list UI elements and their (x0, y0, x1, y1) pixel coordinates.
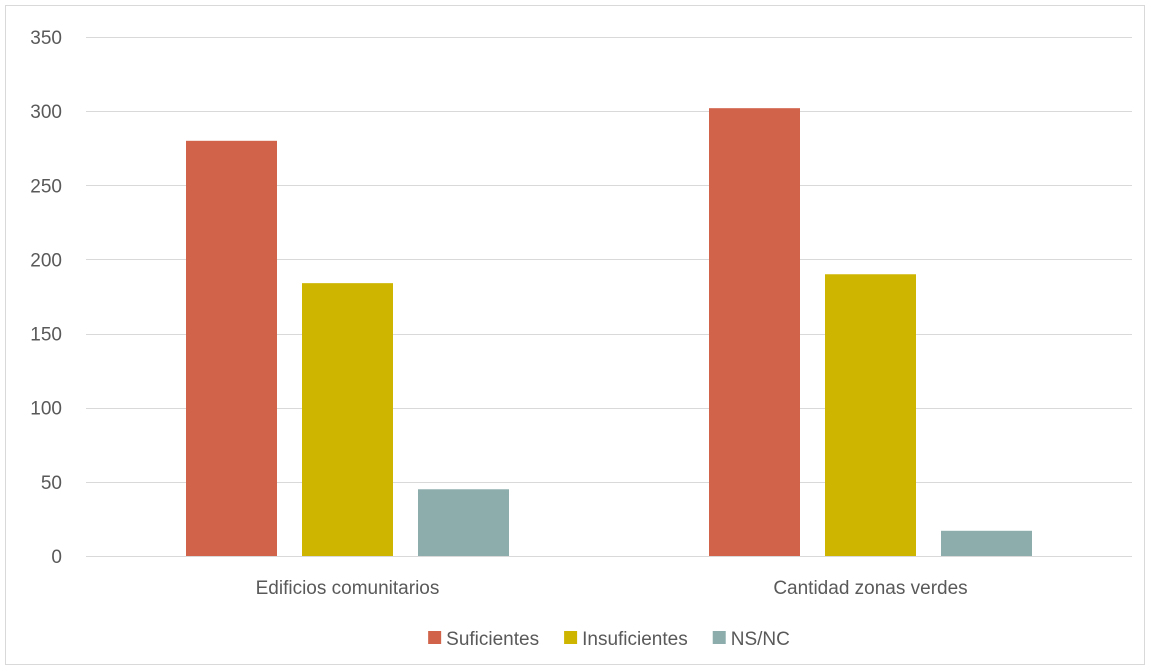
legend-swatch-suficientes (428, 631, 442, 644)
y-tick-label: 250 (30, 176, 62, 197)
category-label: Cantidad zonas verdes (773, 578, 967, 599)
legend-swatch-insuficientes (564, 631, 578, 644)
legend-label: Insuficientes (582, 629, 688, 650)
category-label: Edificios comunitarios (256, 578, 440, 599)
bar-ns-nc-2 (941, 530, 1032, 556)
legend-label: Suficientes (446, 629, 539, 650)
bars (186, 108, 1032, 557)
bar-ns-nc-1 (418, 489, 509, 556)
y-axis-tick-labels: 0 50 100 150 200 250 300 350 (30, 28, 62, 568)
y-tick-label: 150 (30, 325, 62, 346)
bar-insuficientes-1 (302, 283, 393, 556)
y-tick-label: 0 (51, 547, 62, 568)
x-axis-category-labels: Edificios comunitarios Cantidad zonas ver… (256, 578, 968, 599)
legend: Suficientes Insuficientes NS/NC (428, 629, 790, 650)
legend-label: NS/NC (731, 629, 790, 650)
bar-insuficientes-2 (825, 274, 916, 556)
y-tick-label: 350 (30, 28, 62, 49)
y-tick-label: 300 (30, 102, 62, 123)
y-tick-label: 200 (30, 250, 62, 271)
legend-swatch-ns-nc (712, 631, 726, 644)
y-tick-label: 50 (41, 473, 62, 494)
bar-suficientes-1 (186, 140, 277, 557)
y-tick-label: 100 (30, 399, 62, 420)
bar-suficientes-2 (709, 108, 800, 557)
